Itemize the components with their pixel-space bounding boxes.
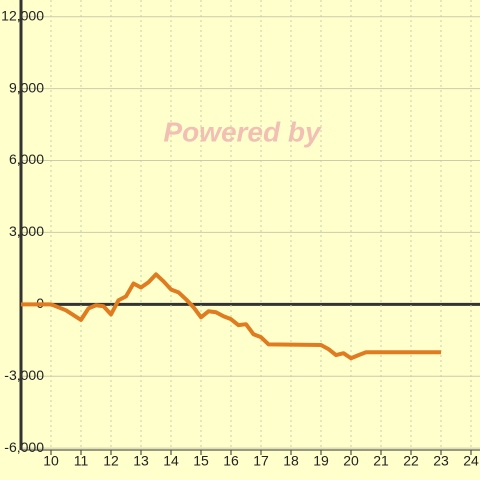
x-tick-label: 12 [103,453,119,469]
y-tick-label: 9,000 [9,79,44,95]
x-tick-label: 23 [433,453,449,469]
x-tick-label: 21 [373,453,389,469]
x-tick-label: 17 [253,453,269,469]
x-tick-label: 11 [74,453,89,469]
y-tick-label: 3,000 [9,223,44,239]
y-tick-label: -3,000 [4,367,44,383]
x-tick-label: 13 [133,453,149,469]
x-tick-label: 18 [283,453,299,469]
x-tick-label: 19 [313,453,329,469]
x-tick-label: 14 [163,453,179,469]
y-tick-label: 6,000 [9,151,44,167]
x-tick-label: 20 [343,453,359,469]
data-line [21,272,441,361]
x-tick-label: 15 [193,453,209,469]
x-tick-label: 22 [403,453,419,469]
watermark: Powered by [163,116,322,147]
x-tick-label: 24 [463,453,479,469]
x-tick-label: 10 [43,453,59,469]
y-tick-label: 12,000 [1,7,44,23]
x-tick-label: 16 [223,453,239,469]
y-tick-label: -6,000 [4,439,44,455]
